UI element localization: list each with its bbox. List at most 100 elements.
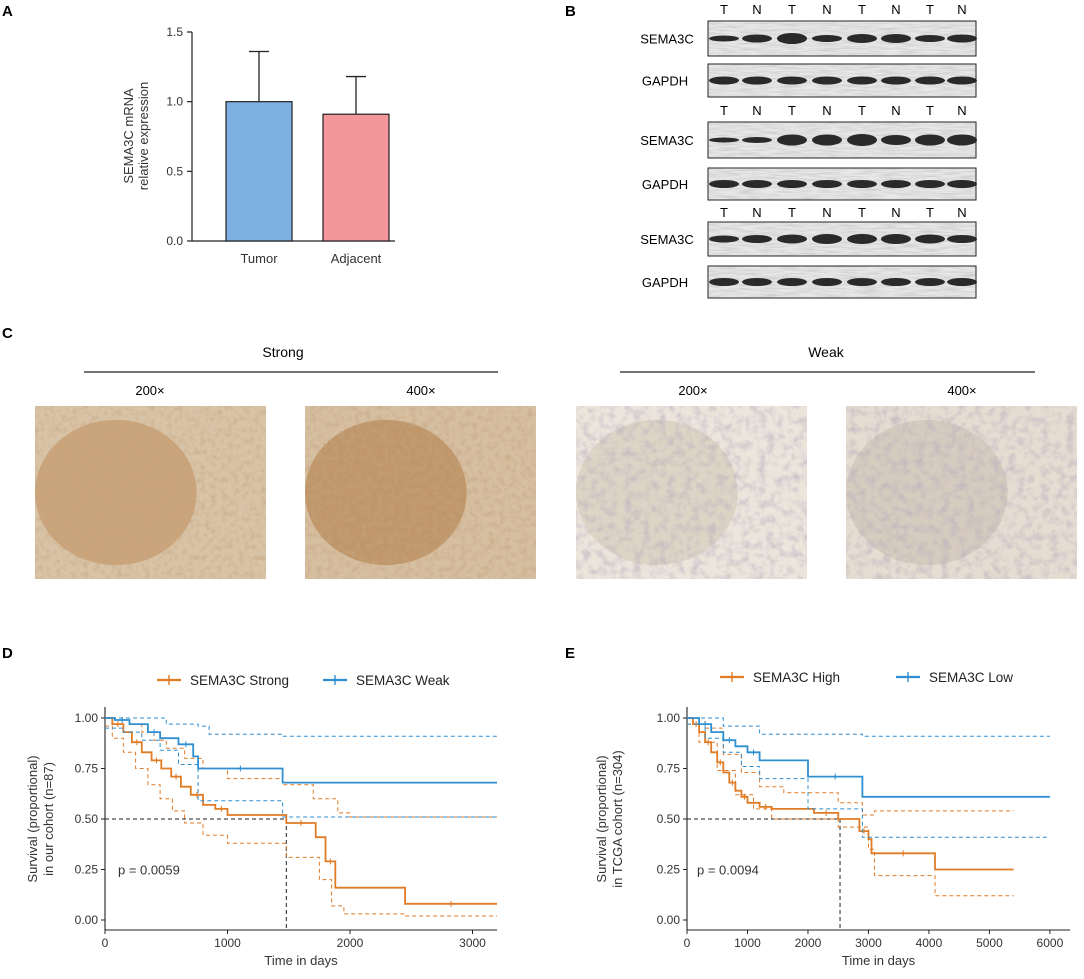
y-tick-label: 0.00 [657, 913, 681, 927]
bar-adjacent [322, 113, 390, 242]
blot-band [915, 278, 945, 286]
y-tick-label: 1.0 [166, 95, 183, 109]
blot-band [947, 34, 977, 43]
magnification-label: 200× [135, 383, 164, 398]
blot-band [742, 34, 772, 43]
x-tick-label: 4000 [916, 936, 943, 950]
blot-band [709, 278, 739, 286]
blot-band [847, 76, 877, 85]
panel-letter-d: D [2, 645, 13, 662]
blot-band [847, 34, 877, 43]
blot-band [881, 278, 911, 286]
blot-band [947, 76, 977, 85]
western-blot-panel: T N T N T N T N SEMA3C GAPDH T N T N T N T N SEMA3C GAPDH T N… [640, 2, 977, 299]
legend-label: SEMA3C Strong [190, 673, 289, 688]
blot-band [777, 180, 807, 188]
x-tick-label: 2000 [795, 936, 822, 950]
lane-label: T [720, 103, 728, 118]
panel-letter-a: A [2, 3, 13, 20]
legend-label: SEMA3C High [753, 670, 840, 685]
lane-label: N [957, 103, 966, 118]
blot-row-label: SEMA3C [640, 32, 693, 47]
blot-band [709, 180, 739, 188]
blot-band [847, 134, 877, 146]
blot-band [847, 278, 877, 286]
blot-row-label: GAPDH [642, 275, 688, 290]
km-chart-e: 0.00 0.25 0.50 0.75 1.00 0 1000 2000 3000 4000 500… [594, 670, 1070, 968]
x-tick-label: Tumor [240, 251, 278, 266]
y-tick-label: 0.25 [75, 863, 99, 877]
blot-band [915, 134, 945, 146]
lane-label: N [891, 2, 900, 17]
blot-band [881, 180, 911, 188]
lane-label: T [788, 103, 796, 118]
series-sema3c-high-upper [687, 717, 1014, 816]
blot-band [742, 235, 772, 243]
blot-band [709, 235, 739, 243]
blot-band [777, 234, 807, 244]
panel-letter-b: B [565, 3, 576, 20]
blot-band [812, 180, 842, 188]
magnification-label: 400× [406, 383, 435, 398]
blot-band [847, 234, 877, 244]
legend-label: SEMA3C Low [929, 670, 1013, 685]
blot-band [881, 234, 911, 244]
blot-band [742, 278, 772, 286]
tissue-texture [846, 406, 1077, 579]
panel-letter-c: C [2, 325, 13, 342]
y-axis-label-line1: SEMA3C mRNA [121, 88, 136, 184]
blot-band [812, 76, 842, 85]
blot-band [812, 234, 842, 244]
bar-tumor [225, 101, 293, 242]
y-tick-label: 0.25 [657, 863, 681, 877]
series-sema3c-low [687, 717, 1050, 798]
lane-label: T [858, 2, 866, 17]
tissue-texture [305, 406, 536, 579]
ihc-group-label: Weak [808, 344, 845, 360]
series-sema3c-weak-upper [105, 717, 497, 737]
blot-row-label: GAPDH [642, 74, 688, 89]
lane-label: T [858, 205, 866, 220]
x-tick-label: 1000 [214, 936, 241, 950]
blot-band [709, 76, 739, 85]
blot-band [915, 180, 945, 188]
y-tick-label: 0.75 [75, 762, 99, 776]
series-sema3c-weak-lower [105, 727, 497, 818]
km-chart-d: 0.00 0.25 0.50 0.75 1.00 0 1000 2000 3000 Time in… [25, 673, 497, 968]
x-tick-label: 3000 [459, 936, 486, 950]
magnification-label: 200× [678, 383, 707, 398]
blot-band [777, 33, 807, 44]
y-tick-label: 1.00 [657, 711, 681, 725]
blot-row-label: GAPDH [642, 177, 688, 192]
x-tick-label: Adjacent [331, 251, 382, 266]
y-axis-label: Survival (proportional)in our cohort (n=… [25, 755, 56, 882]
bar-chart-a: 0.0 0.5 1.0 1.5 Tumor Adjacent SEMA3C mRNArela… [121, 25, 395, 266]
p-value: p = 0.0059 [118, 863, 180, 878]
blot-row-label: SEMA3C [640, 133, 693, 148]
lane-label: T [720, 205, 728, 220]
lane-label: T [788, 205, 796, 220]
series-sema3c-low-upper [687, 717, 1050, 737]
lane-label: N [752, 103, 761, 118]
lane-label: T [720, 2, 728, 17]
x-axis-label: Time in days [264, 953, 338, 968]
x-tick-label: 3000 [855, 936, 882, 950]
y-tick-label: 0.50 [657, 812, 681, 826]
x-tick-label: 6000 [1037, 936, 1064, 950]
blot-band [709, 35, 739, 42]
y-axis-label-line1: Survival (proportional) [594, 755, 609, 882]
blot-band [812, 35, 842, 42]
series-sema3c-strong-upper [105, 717, 497, 818]
blot-band [812, 278, 842, 286]
blot-band [881, 34, 911, 43]
x-axis-label: Time in days [842, 953, 916, 968]
blot-band [947, 180, 977, 188]
y-axis-label-line2: relative expression [136, 82, 151, 190]
tissue-texture [576, 406, 807, 579]
lane-label: N [891, 103, 900, 118]
blot-band [881, 76, 911, 85]
blot-band [947, 278, 977, 286]
lane-label: T [926, 2, 934, 17]
x-tick-label: 5000 [976, 936, 1003, 950]
